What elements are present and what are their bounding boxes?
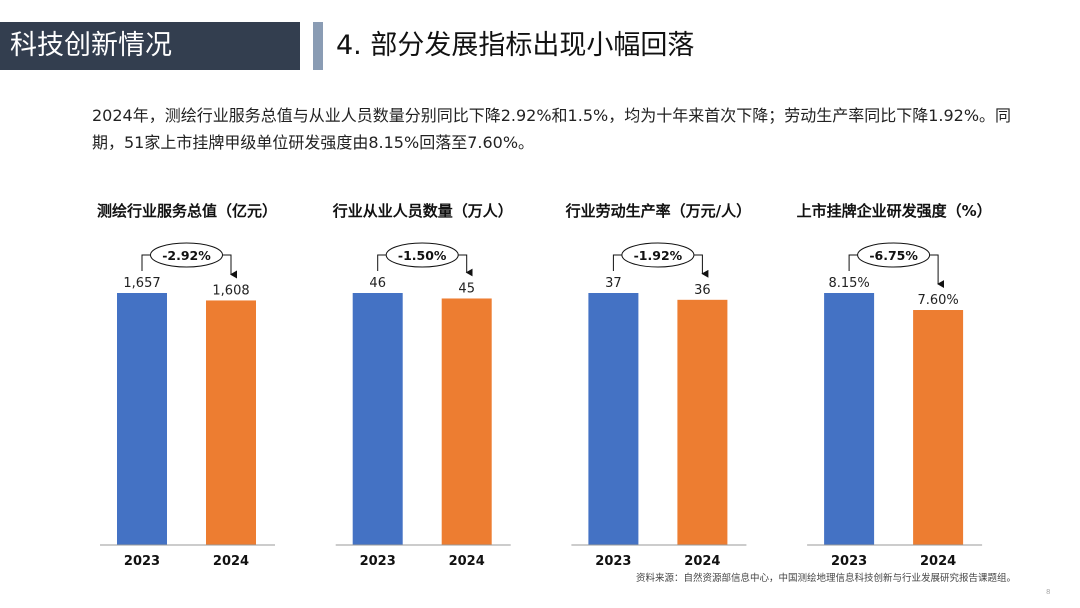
chart-title: 行业从业人员数量（万人）	[332, 202, 513, 220]
change-arrow-icon	[693, 254, 709, 278]
data-label: 45	[458, 281, 475, 296]
title-accent-bar	[313, 22, 323, 70]
data-label: 1,608	[212, 283, 249, 298]
bar-2024	[913, 310, 964, 545]
change-arrow-icon	[222, 254, 237, 279]
change-badge	[621, 242, 695, 268]
x-tick-label: 2024	[213, 554, 249, 569]
change-badge	[385, 242, 459, 268]
x-tick-label: 2024	[449, 554, 485, 569]
chart-title: 行业劳动生产率（万元/人）	[565, 202, 751, 220]
change-arrow-icon	[929, 254, 945, 289]
page-title: 4. 部分发展指标出现小幅回落	[336, 30, 695, 61]
bar-2023	[352, 293, 403, 545]
change-bracket-left	[848, 254, 858, 271]
data-label: 36	[694, 283, 711, 298]
change-label: -1.50%	[398, 248, 447, 263]
x-tick-label: 2023	[124, 554, 160, 569]
chart-title: 上市挂牌企业研发强度（%）	[797, 202, 992, 220]
data-label: 46	[369, 276, 386, 291]
change-bracket-left	[612, 254, 622, 271]
bar-2023	[117, 293, 167, 545]
bar-2024	[677, 299, 728, 545]
data-label: 7.60%	[917, 293, 958, 308]
summary-text: 2024年，测绘行业服务总值与从业人员数量分别同比下降2.92%和1.5%，均为…	[92, 106, 1012, 152]
bar-2023	[588, 293, 639, 545]
data-label: 1,657	[123, 276, 160, 291]
change-badge	[857, 242, 931, 268]
x-tick-label: 2023	[831, 554, 867, 569]
change-arrow-icon	[458, 254, 473, 277]
chart-title: 测绘行业服务总值（亿元）	[97, 202, 277, 220]
change-label: -2.92%	[162, 248, 211, 263]
page-number: 8	[1046, 588, 1051, 596]
bar-2023	[824, 293, 875, 545]
source-note: 资料来源：自然资源部信息中心，中国测绘地理信息科技创新与行业发展研究报告课题组。	[636, 573, 1017, 584]
x-tick-label: 2024	[684, 554, 720, 569]
change-bracket-left	[377, 254, 387, 271]
change-label: -6.75%	[869, 248, 918, 263]
x-tick-label: 2023	[360, 554, 396, 569]
change-badge	[150, 242, 223, 268]
data-label: 8.15%	[828, 276, 869, 291]
data-label: 37	[605, 276, 622, 291]
bar-2024	[206, 300, 256, 545]
x-tick-label: 2024	[920, 554, 956, 569]
change-bracket-left	[141, 254, 151, 271]
section-label: 科技创新情况	[0, 22, 300, 70]
change-label: -1.92%	[634, 248, 683, 263]
bar-2024	[441, 298, 492, 545]
x-tick-label: 2023	[595, 554, 631, 569]
